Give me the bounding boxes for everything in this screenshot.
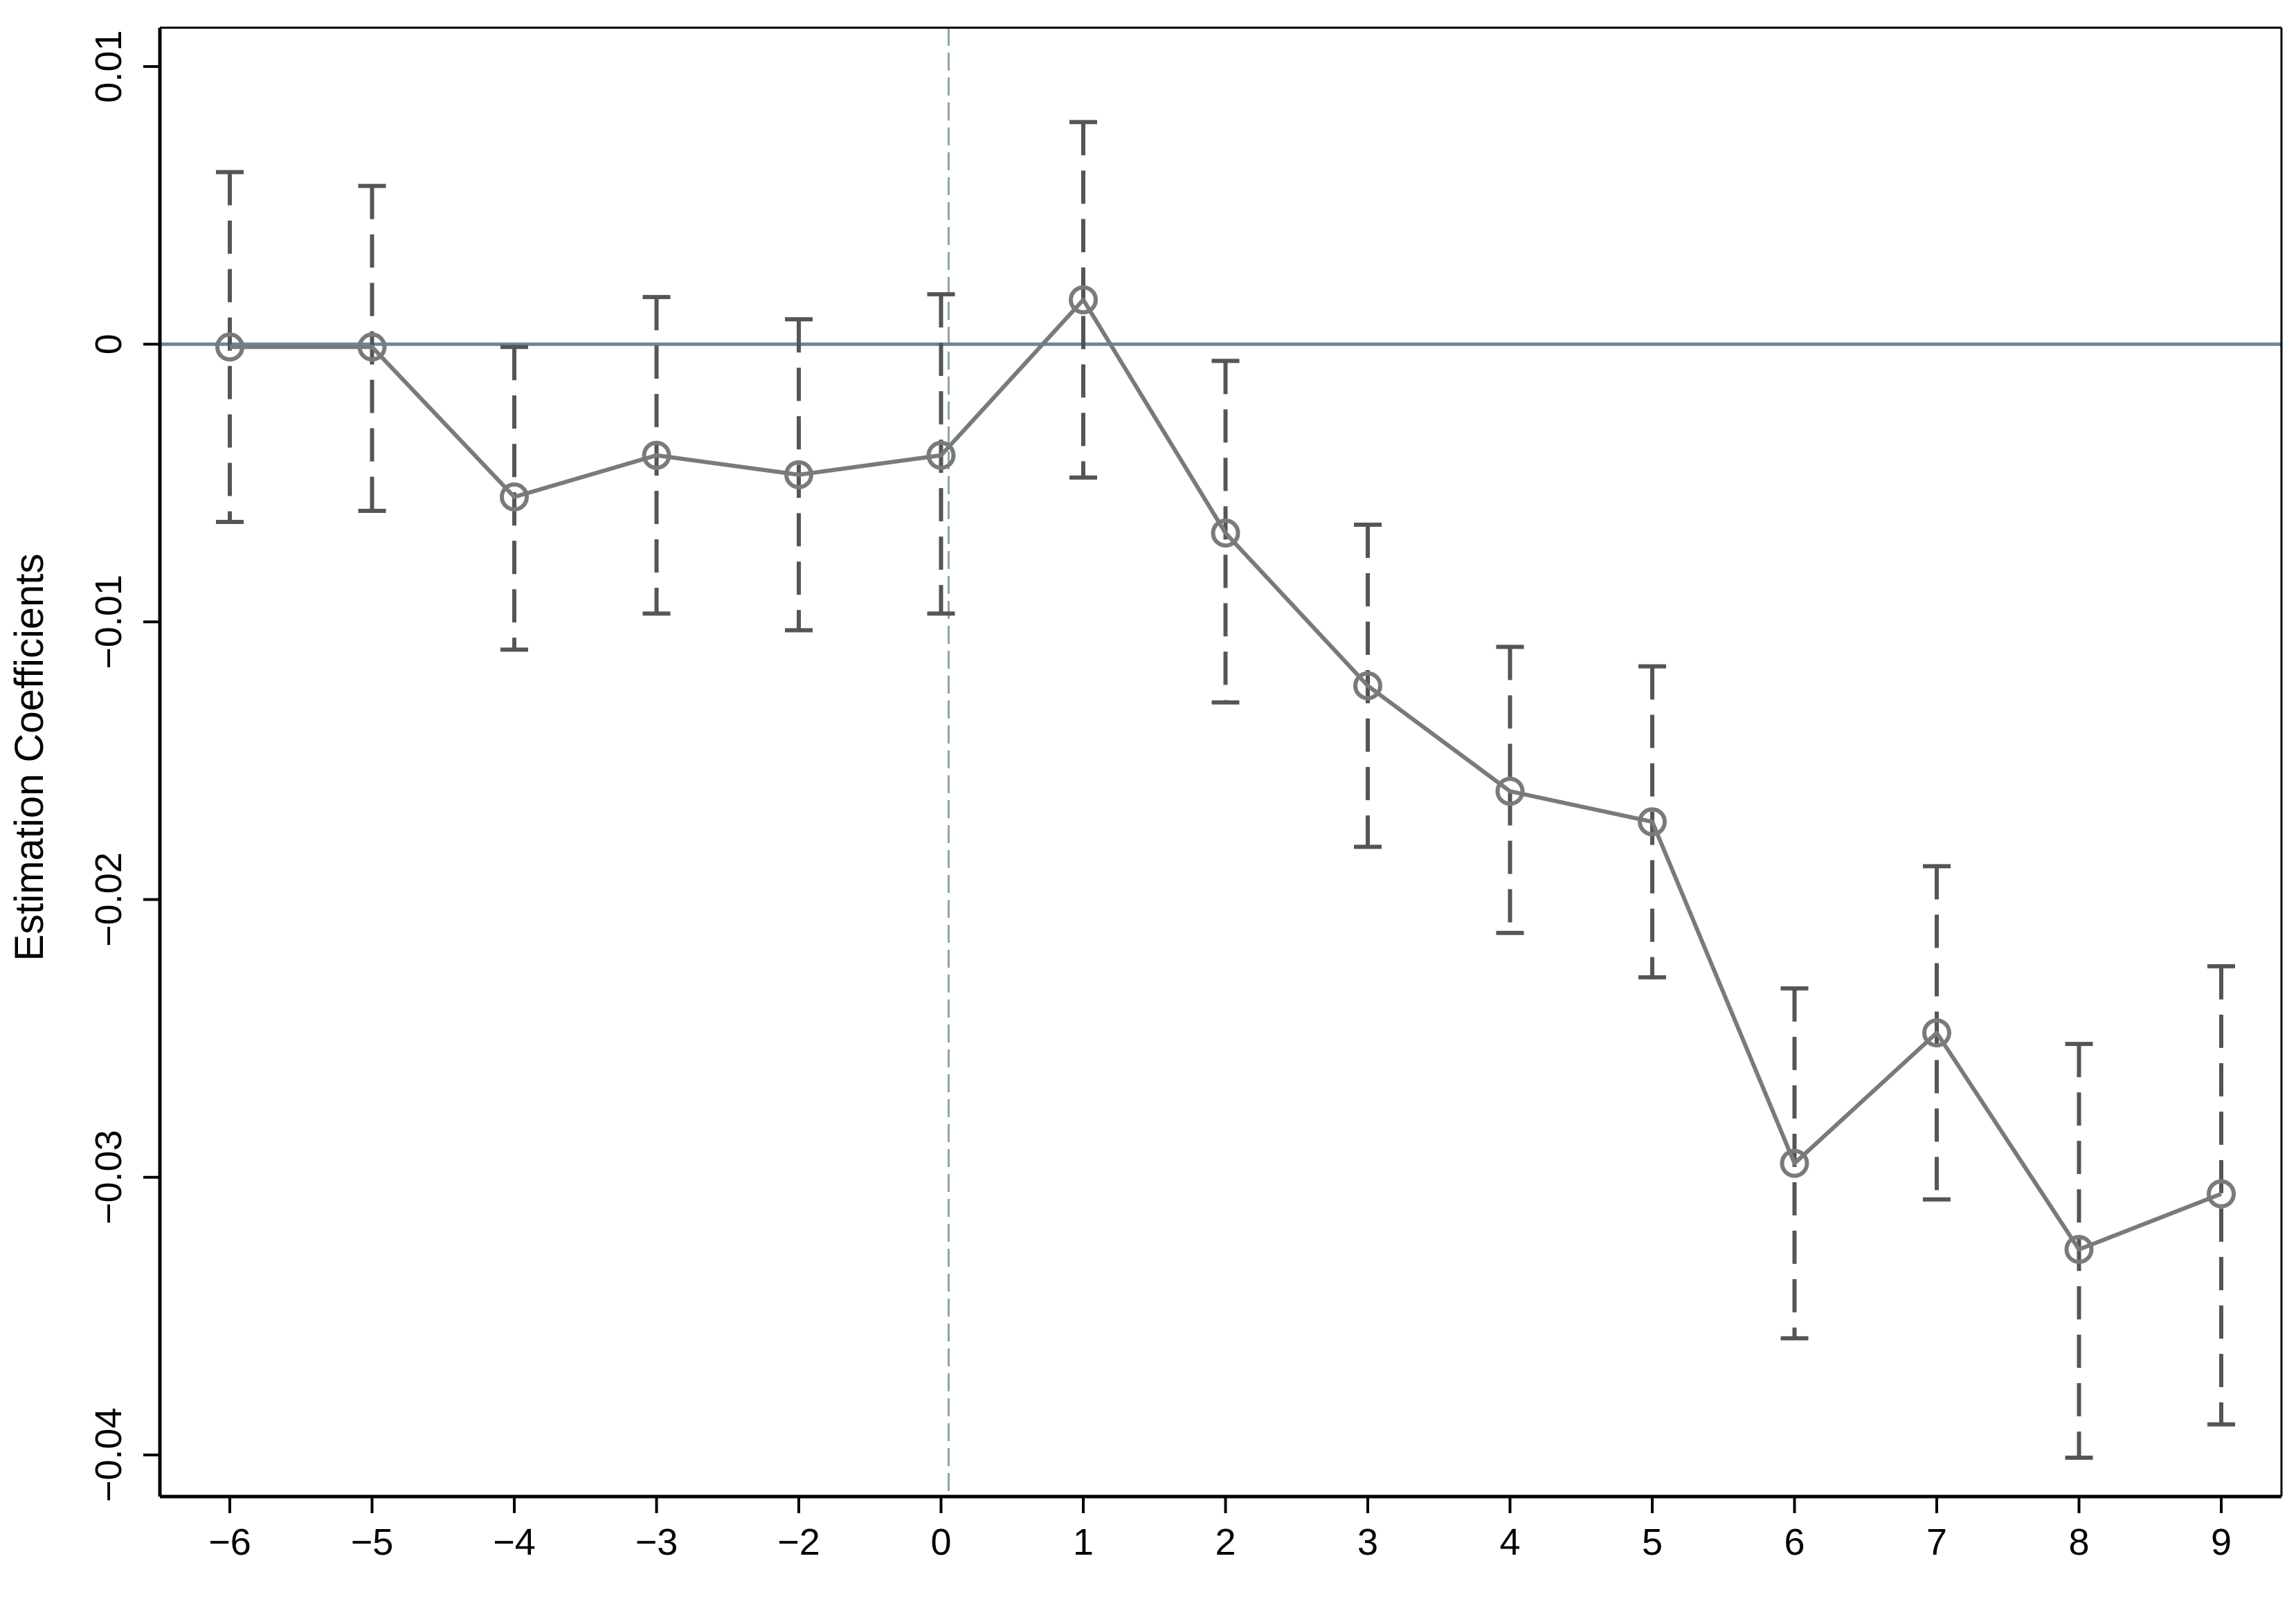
data-point — [1780, 1148, 1809, 1178]
y-tick-label: 0.01 — [88, 30, 129, 103]
x-tick-label: 1 — [1073, 1521, 1094, 1563]
data-point — [215, 332, 244, 362]
series-line — [230, 298, 2223, 1252]
x-tick-label: 4 — [1499, 1521, 1520, 1563]
x-tick-label: 7 — [1926, 1521, 1947, 1563]
data-point — [784, 460, 813, 489]
x-tick-label: −4 — [493, 1521, 536, 1563]
data-point — [357, 332, 387, 362]
x-tick-label: −5 — [351, 1521, 394, 1563]
y-tick-label: −0.01 — [88, 575, 129, 669]
x-tick-label: 3 — [1357, 1521, 1378, 1563]
series — [215, 285, 2236, 1264]
y-tick-label: −0.04 — [88, 1408, 129, 1503]
data-point — [2207, 1179, 2236, 1209]
ticks: 0.01 0 −0.01 −0.02 −0.03 −0.04 −6 −5 −4 −3 −2 0 1 2 3 4… — [88, 30, 2232, 1563]
x-tick-label: −3 — [635, 1521, 678, 1563]
x-tick-label: 8 — [2068, 1521, 2089, 1563]
reference-lines — [160, 28, 2281, 1497]
x-tick-label: 2 — [1215, 1521, 1236, 1563]
data-point — [1638, 807, 1667, 837]
data-point — [500, 482, 529, 512]
y-axis-title: Estimation Coefficients — [7, 554, 52, 961]
data-point — [1211, 518, 1240, 548]
x-tick-label: −2 — [777, 1521, 820, 1563]
x-tick-label: 0 — [930, 1521, 951, 1563]
data-point — [926, 440, 956, 470]
data-point — [1069, 285, 1098, 315]
x-tick-label: 6 — [1784, 1521, 1805, 1563]
y-tick-label: 0 — [88, 334, 129, 354]
data-point — [642, 440, 671, 470]
x-tick-label: −6 — [208, 1521, 251, 1563]
data-point — [1922, 1018, 1951, 1048]
x-tick-label: 9 — [2211, 1521, 2232, 1563]
y-tick-label: −0.02 — [88, 852, 129, 947]
x-tick-label: 5 — [1642, 1521, 1663, 1563]
y-tick-label: −0.03 — [88, 1130, 129, 1225]
data-point — [1353, 671, 1382, 701]
data-point — [1495, 777, 1525, 806]
data-point — [2064, 1234, 2094, 1264]
